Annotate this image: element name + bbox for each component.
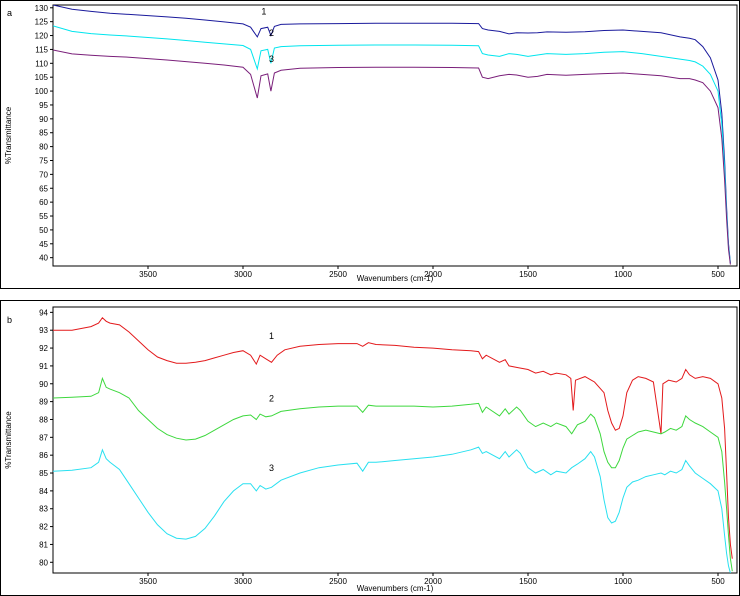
y-tick-label: 105 xyxy=(35,73,49,82)
y-tick-label: 100 xyxy=(35,87,49,96)
y-tick-label: 110 xyxy=(35,59,48,68)
x-tick-label: 3500 xyxy=(139,577,157,586)
y-tick-label: 60 xyxy=(39,198,48,207)
y-axis-title: %Transmittance xyxy=(4,411,13,469)
y-tick-label: 82 xyxy=(39,523,48,532)
ftir-chart-a: a404550556065707580859095100105110115120… xyxy=(4,4,738,283)
y-tick-label: 94 xyxy=(39,308,48,317)
series-label-2: 2 xyxy=(269,28,274,38)
y-tick-label: 81 xyxy=(39,540,48,549)
series-line-3 xyxy=(53,446,731,573)
y-tick-label: 88 xyxy=(39,415,48,424)
x-tick-label: 1000 xyxy=(614,270,632,279)
y-tick-label: 55 xyxy=(39,212,48,221)
x-axis-title: Wavenumbers (cm-1) xyxy=(357,274,434,283)
y-tick-label: 85 xyxy=(39,469,48,478)
x-tick-label: 3500 xyxy=(139,270,157,279)
plot-frame xyxy=(52,306,738,574)
y-tick-label: 115 xyxy=(35,45,48,54)
y-tick-label: 125 xyxy=(35,18,49,27)
x-tick-label: 2500 xyxy=(329,270,347,279)
y-tick-label: 75 xyxy=(39,156,48,165)
series-line-2 xyxy=(53,25,731,264)
series-line-2 xyxy=(53,376,733,572)
y-tick-label: 92 xyxy=(39,344,48,353)
y-tick-label: 120 xyxy=(35,32,49,41)
series-label-3: 3 xyxy=(269,54,274,64)
y-tick-label: 40 xyxy=(39,254,48,263)
chart-panel-a: a 40 45 50 55 60 65 70 75 80 85 90 95 100 105 110 115 120… xyxy=(0,0,740,289)
x-tick-label: 1500 xyxy=(519,577,537,586)
y-tick-label: 89 xyxy=(39,398,48,407)
series-label-1: 1 xyxy=(269,331,274,341)
x-tick-label: 2500 xyxy=(329,577,347,586)
y-axis-title: %Transmittance xyxy=(4,106,13,164)
x-axis-title: Wavenumbers (cm-1) xyxy=(357,584,434,593)
y-tick-label: 93 xyxy=(39,326,48,335)
y-tick-label: 95 xyxy=(39,101,48,110)
x-tick-label: 3000 xyxy=(234,577,252,586)
series-line-1 xyxy=(53,5,731,264)
y-tick-label: 85 xyxy=(39,129,48,138)
y-tick-label: 90 xyxy=(39,380,48,389)
y-tick-label: 90 xyxy=(39,115,48,124)
panel-letter: b xyxy=(7,315,12,325)
x-tick-label: 2000 xyxy=(424,270,442,279)
y-tick-label: 86 xyxy=(39,451,48,460)
y-tick-label: 80 xyxy=(39,558,48,567)
series-label-3: 3 xyxy=(269,463,274,473)
y-tick-label: 130 xyxy=(35,4,49,13)
x-tick-label: 3000 xyxy=(234,270,252,279)
x-tick-label: 1000 xyxy=(614,577,632,586)
series-line-1 xyxy=(53,316,733,559)
y-tick-label: 80 xyxy=(39,143,48,152)
x-tick-label: 500 xyxy=(711,577,725,586)
y-tick-label: 83 xyxy=(39,505,48,514)
y-tick-label: 91 xyxy=(39,362,48,371)
y-tick-label: 45 xyxy=(39,240,48,249)
y-tick-label: 65 xyxy=(39,184,48,193)
x-tick-label: 2000 xyxy=(424,577,442,586)
x-tick-label: 1500 xyxy=(519,270,537,279)
chart-panel-b: b 80 81 82 83 84 85 86 87 88 89 90 91 92 93 94 3500 3000 2… xyxy=(0,300,740,596)
plot-frame xyxy=(52,4,738,267)
panel-letter: a xyxy=(7,8,12,18)
y-tick-label: 50 xyxy=(39,226,48,235)
series-label-1: 1 xyxy=(261,7,266,17)
x-tick-label: 500 xyxy=(711,270,725,279)
y-tick-label: 87 xyxy=(39,433,48,442)
y-tick-label: 70 xyxy=(39,170,48,179)
series-line-3 xyxy=(53,49,731,265)
series-label-2: 2 xyxy=(269,394,274,404)
y-tick-label: 84 xyxy=(39,487,48,496)
